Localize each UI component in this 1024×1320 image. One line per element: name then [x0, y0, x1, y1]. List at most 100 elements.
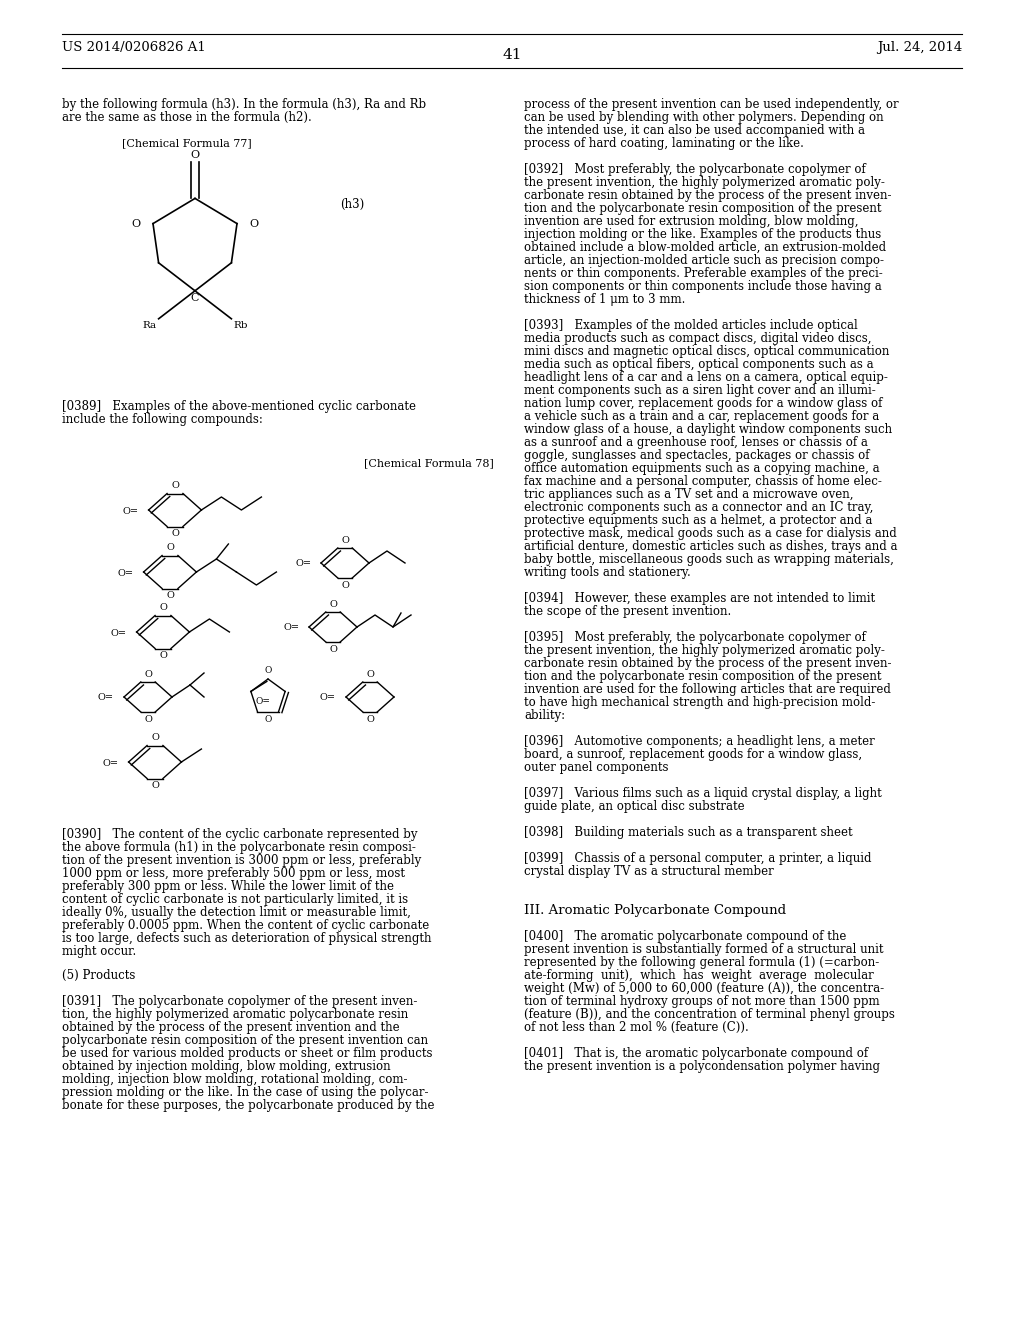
Text: obtained by injection molding, blow molding, extrusion: obtained by injection molding, blow mold…: [62, 1060, 390, 1073]
Text: obtained include a blow-molded article, an extrusion-molded: obtained include a blow-molded article, …: [524, 242, 886, 253]
Text: 1000 ppm or less, more preferably 500 ppm or less, most: 1000 ppm or less, more preferably 500 pp…: [62, 867, 406, 880]
Text: O: O: [341, 581, 349, 590]
Text: tion of the present invention is 3000 ppm or less, preferably: tion of the present invention is 3000 pp…: [62, 854, 421, 867]
Text: ate-forming  unit),  which  has  weight  average  molecular: ate-forming unit), which has weight aver…: [524, 969, 873, 982]
Text: office automation equipments such as a copying machine, a: office automation equipments such as a c…: [524, 462, 880, 475]
Text: O: O: [171, 482, 179, 491]
Text: crystal display TV as a structural member: crystal display TV as a structural membe…: [524, 865, 774, 878]
Text: nation lump cover, replacement goods for a window glass of: nation lump cover, replacement goods for…: [524, 397, 883, 411]
Text: include the following compounds:: include the following compounds:: [62, 413, 263, 426]
Text: media products such as compact discs, digital video discs,: media products such as compact discs, di…: [524, 333, 871, 345]
Text: injection molding or the like. Examples of the products thus: injection molding or the like. Examples …: [524, 228, 882, 242]
Text: preferably 0.0005 ppm. When the content of cyclic carbonate: preferably 0.0005 ppm. When the content …: [62, 919, 429, 932]
Text: window glass of a house, a daylight window components such: window glass of a house, a daylight wind…: [524, 422, 892, 436]
Text: O=: O=: [295, 560, 311, 569]
Text: O: O: [152, 781, 159, 791]
Text: are the same as those in the formula (h2).: are the same as those in the formula (h2…: [62, 111, 311, 124]
Text: O: O: [366, 715, 374, 723]
Text: the present invention, the highly polymerized aromatic poly-: the present invention, the highly polyme…: [524, 176, 885, 189]
Text: O=: O=: [319, 693, 336, 702]
Text: [0393]   Examples of the molded articles include optical: [0393] Examples of the molded articles i…: [524, 319, 858, 333]
Text: media such as optical fibers, optical components such as a: media such as optical fibers, optical co…: [524, 358, 873, 371]
Text: thickness of 1 μm to 3 mm.: thickness of 1 μm to 3 mm.: [524, 293, 685, 306]
Text: present invention is substantially formed of a structural unit: present invention is substantially forme…: [524, 942, 884, 956]
Text: ideally 0%, usually the detection limit or measurable limit,: ideally 0%, usually the detection limit …: [62, 906, 411, 919]
Text: electronic components such as a connector and an IC tray,: electronic components such as a connecto…: [524, 502, 873, 513]
Text: the present invention, the highly polymerized aromatic poly-: the present invention, the highly polyme…: [524, 644, 885, 657]
Text: article, an injection-molded article such as precision compo-: article, an injection-molded article suc…: [524, 253, 884, 267]
Text: O: O: [171, 529, 179, 539]
Text: content of cyclic carbonate is not particularly limited, it is: content of cyclic carbonate is not parti…: [62, 894, 409, 906]
Text: to have high mechanical strength and high-precision mold-: to have high mechanical strength and hig…: [524, 696, 876, 709]
Text: bonate for these purposes, the polycarbonate produced by the: bonate for these purposes, the polycarbo…: [62, 1100, 434, 1111]
Text: process of hard coating, laminating or the like.: process of hard coating, laminating or t…: [524, 137, 804, 150]
Text: [0396]   Automotive components; a headlight lens, a meter: [0396] Automotive components; a headligh…: [524, 735, 874, 748]
Text: carbonate resin obtained by the process of the present inven-: carbonate resin obtained by the process …: [524, 189, 892, 202]
Text: [0397]   Various films such as a liquid crystal display, a light: [0397] Various films such as a liquid cr…: [524, 787, 882, 800]
Text: O=: O=: [123, 507, 138, 516]
Text: pression molding or the like. In the case of using the polycar-: pression molding or the like. In the cas…: [62, 1086, 428, 1100]
Text: O: O: [366, 671, 374, 678]
Text: O: O: [264, 714, 271, 723]
Text: O: O: [144, 671, 152, 678]
Text: [0390]   The content of the cyclic carbonate represented by: [0390] The content of the cyclic carbona…: [62, 828, 418, 841]
Text: [0394]   However, these examples are not intended to limit: [0394] However, these examples are not i…: [524, 591, 876, 605]
Text: O: O: [329, 601, 337, 609]
Text: protective equipments such as a helmet, a protector and a: protective equipments such as a helmet, …: [524, 513, 872, 527]
Text: O=: O=: [256, 697, 270, 706]
Text: baby bottle, miscellaneous goods such as wrapping materials,: baby bottle, miscellaneous goods such as…: [524, 553, 894, 566]
Text: tric appliances such as a TV set and a microwave oven,: tric appliances such as a TV set and a m…: [524, 488, 853, 502]
Text: [0398]   Building materials such as a transparent sheet: [0398] Building materials such as a tran…: [524, 826, 853, 840]
Text: by the following formula (h3). In the formula (h3), Ra and Rb: by the following formula (h3). In the fo…: [62, 98, 426, 111]
Text: tion and the polycarbonate resin composition of the present: tion and the polycarbonate resin composi…: [524, 671, 882, 682]
Text: fax machine and a personal computer, chassis of home elec-: fax machine and a personal computer, cha…: [524, 475, 882, 488]
Text: O=: O=: [118, 569, 133, 578]
Text: [0395]   Most preferably, the polycarbonate copolymer of: [0395] Most preferably, the polycarbonat…: [524, 631, 866, 644]
Text: [0399]   Chassis of a personal computer, a printer, a liquid: [0399] Chassis of a personal computer, a…: [524, 851, 871, 865]
Text: O: O: [166, 544, 174, 553]
Text: O: O: [249, 219, 258, 228]
Text: O: O: [159, 603, 167, 612]
Text: the above formula (h1) in the polycarbonate resin composi-: the above formula (h1) in the polycarbon…: [62, 841, 416, 854]
Text: headlight lens of a car and a lens on a camera, optical equip-: headlight lens of a car and a lens on a …: [524, 371, 888, 384]
Text: guide plate, an optical disc substrate: guide plate, an optical disc substrate: [524, 800, 744, 813]
Text: artificial denture, domestic articles such as dishes, trays and a: artificial denture, domestic articles su…: [524, 540, 897, 553]
Text: mini discs and magnetic optical discs, optical communication: mini discs and magnetic optical discs, o…: [524, 345, 890, 358]
Text: outer panel components: outer panel components: [524, 762, 669, 774]
Text: goggle, sunglasses and spectacles, packages or chassis of: goggle, sunglasses and spectacles, packa…: [524, 449, 869, 462]
Text: O: O: [341, 536, 349, 545]
Text: O=: O=: [283, 623, 299, 632]
Text: weight (Mw) of 5,000 to 60,000 (feature (A)), the concentra-: weight (Mw) of 5,000 to 60,000 (feature …: [524, 982, 884, 995]
Text: Rb: Rb: [233, 321, 248, 330]
Text: can be used by blending with other polymers. Depending on: can be used by blending with other polym…: [524, 111, 884, 124]
Text: be used for various molded products or sheet or film products: be used for various molded products or s…: [62, 1047, 432, 1060]
Text: of not less than 2 mol % (feature (C)).: of not less than 2 mol % (feature (C)).: [524, 1020, 749, 1034]
Text: O: O: [132, 219, 141, 228]
Text: as a sunroof and a greenhouse roof, lenses or chassis of a: as a sunroof and a greenhouse roof, lens…: [524, 436, 868, 449]
Text: obtained by the process of the present invention and the: obtained by the process of the present i…: [62, 1020, 399, 1034]
Text: C: C: [190, 293, 200, 302]
Text: represented by the following general formula (1) (=carbon-: represented by the following general for…: [524, 956, 880, 969]
Text: sion components or thin components include those having a: sion components or thin components inclu…: [524, 280, 882, 293]
Text: [0401]   That is, the aromatic polycarbonate compound of: [0401] That is, the aromatic polycarbona…: [524, 1047, 868, 1060]
Text: might occur.: might occur.: [62, 945, 136, 958]
Text: the scope of the present invention.: the scope of the present invention.: [524, 605, 731, 618]
Text: [Chemical Formula 78]: [Chemical Formula 78]: [365, 458, 494, 469]
Text: Jul. 24, 2014: Jul. 24, 2014: [877, 41, 962, 54]
Text: O: O: [152, 734, 159, 742]
Text: O=: O=: [102, 759, 119, 767]
Text: tion, the highly polymerized aromatic polycarbonate resin: tion, the highly polymerized aromatic po…: [62, 1008, 409, 1020]
Text: O: O: [329, 645, 337, 653]
Text: board, a sunroof, replacement goods for a window glass,: board, a sunroof, replacement goods for …: [524, 748, 862, 762]
Text: protective mask, medical goods such as a case for dialysis and: protective mask, medical goods such as a…: [524, 527, 897, 540]
Text: 41: 41: [502, 48, 522, 62]
Text: [Chemical Formula 77]: [Chemical Formula 77]: [122, 139, 252, 148]
Text: process of the present invention can be used independently, or: process of the present invention can be …: [524, 98, 899, 111]
Text: O: O: [264, 667, 271, 675]
Text: O=: O=: [98, 693, 114, 702]
Text: invention are used for the following articles that are required: invention are used for the following art…: [524, 682, 891, 696]
Text: the intended use, it can also be used accompanied with a: the intended use, it can also be used ac…: [524, 124, 865, 137]
Text: ability:: ability:: [524, 709, 565, 722]
Text: invention are used for extrusion molding, blow molding,: invention are used for extrusion molding…: [524, 215, 858, 228]
Text: writing tools and stationery.: writing tools and stationery.: [524, 566, 691, 579]
